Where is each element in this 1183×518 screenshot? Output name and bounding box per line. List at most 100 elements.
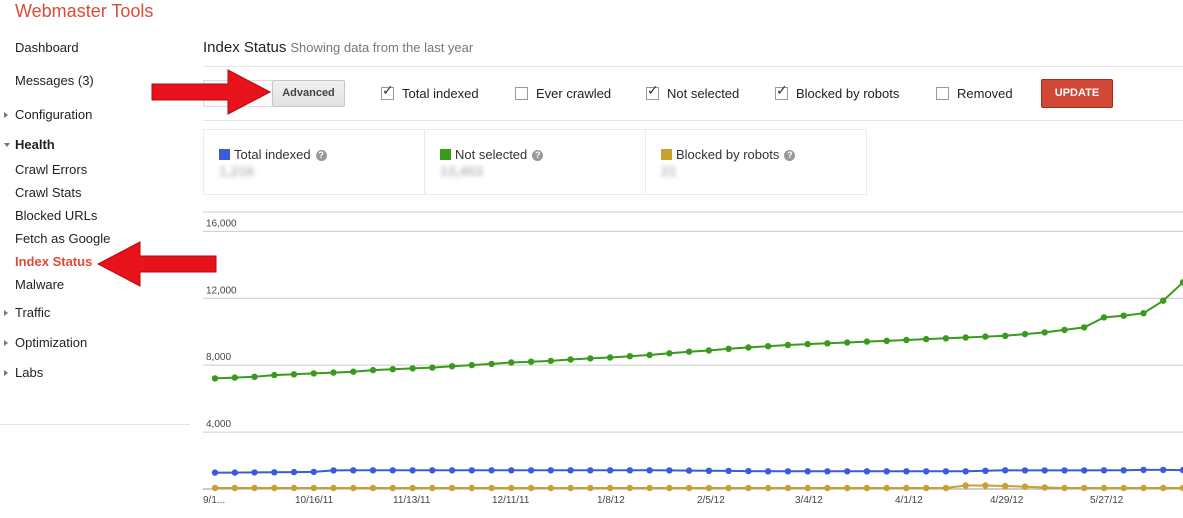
data-point[interactable] xyxy=(1061,484,1068,492)
collapse-health-icon[interactable] xyxy=(4,143,10,147)
data-point[interactable] xyxy=(448,467,456,474)
data-point[interactable] xyxy=(567,484,574,492)
data-point[interactable] xyxy=(1120,484,1127,492)
data-point[interactable] xyxy=(646,351,653,359)
data-point[interactable] xyxy=(389,467,396,474)
data-point[interactable] xyxy=(211,375,219,382)
data-point[interactable] xyxy=(784,484,792,492)
data-point[interactable] xyxy=(883,484,890,492)
data-point[interactable] xyxy=(1081,484,1088,492)
data-point[interactable] xyxy=(468,361,475,369)
data-point[interactable] xyxy=(1140,466,1147,474)
data-point[interactable] xyxy=(962,468,969,475)
sidebar-item-index-status[interactable]: Index Status xyxy=(15,254,93,269)
data-point[interactable] xyxy=(626,467,634,474)
data-point[interactable] xyxy=(389,484,396,492)
sidebar-item-optimization[interactable]: Optimization xyxy=(15,335,88,350)
data-point[interactable] xyxy=(1041,467,1048,474)
data-point[interactable] xyxy=(508,484,515,492)
sidebar-item-dashboard[interactable]: Dashboard xyxy=(15,40,79,55)
sidebar-item-fetch-as-google[interactable]: Fetch as Google xyxy=(15,231,111,246)
data-point[interactable] xyxy=(725,345,732,352)
data-point[interactable] xyxy=(587,484,594,492)
data-point[interactable] xyxy=(409,467,416,474)
data-point[interactable] xyxy=(666,484,673,492)
data-point[interactable] xyxy=(1041,329,1048,336)
data-point[interactable] xyxy=(448,484,456,492)
data-point[interactable] xyxy=(903,468,910,475)
data-point[interactable] xyxy=(1160,466,1167,474)
data-point[interactable] xyxy=(567,356,574,363)
data-point[interactable] xyxy=(705,347,713,354)
data-point[interactable] xyxy=(1021,483,1029,490)
data-point[interactable] xyxy=(923,468,930,475)
data-point[interactable] xyxy=(942,484,950,492)
checkbox-box[interactable] xyxy=(775,87,788,100)
data-point[interactable] xyxy=(527,467,535,474)
checkbox-box[interactable] xyxy=(646,87,659,100)
data-point[interactable] xyxy=(1002,482,1009,490)
data-point[interactable] xyxy=(1081,324,1088,331)
data-point[interactable] xyxy=(547,484,554,492)
help-icon[interactable]: ? xyxy=(784,150,796,161)
data-point[interactable] xyxy=(863,484,871,492)
data-point[interactable] xyxy=(429,364,436,371)
data-point[interactable] xyxy=(251,373,258,380)
checkbox-box[interactable] xyxy=(936,87,949,100)
data-point[interactable] xyxy=(1061,326,1068,334)
data-point[interactable] xyxy=(429,467,436,474)
data-point[interactable] xyxy=(290,468,298,476)
data-point[interactable] xyxy=(547,357,554,365)
data-point[interactable] xyxy=(923,335,930,343)
data-point[interactable] xyxy=(942,468,950,475)
data-point[interactable] xyxy=(389,366,396,373)
data-point[interactable] xyxy=(646,467,653,474)
data-point[interactable] xyxy=(666,350,673,357)
data-point[interactable] xyxy=(369,484,377,492)
data-point[interactable] xyxy=(863,338,871,345)
data-point[interactable] xyxy=(685,484,693,492)
data-point[interactable] xyxy=(271,371,278,379)
help-icon[interactable]: ? xyxy=(532,150,544,161)
data-point[interactable] xyxy=(725,467,732,475)
data-point[interactable] xyxy=(251,469,258,476)
help-icon[interactable]: ? xyxy=(315,150,327,161)
data-point[interactable] xyxy=(804,468,811,475)
data-point[interactable] xyxy=(784,468,792,475)
data-point[interactable] xyxy=(468,484,475,492)
data-point[interactable] xyxy=(271,484,278,492)
data-point[interactable] xyxy=(488,484,495,492)
data-point[interactable] xyxy=(1002,332,1009,339)
data-point[interactable] xyxy=(1100,484,1108,492)
data-point[interactable] xyxy=(685,467,693,474)
data-point[interactable] xyxy=(725,484,732,492)
data-point[interactable] xyxy=(1160,484,1167,492)
data-point[interactable] xyxy=(508,467,515,474)
data-point[interactable] xyxy=(705,467,713,474)
data-point[interactable] xyxy=(350,467,357,474)
data-point[interactable] xyxy=(231,469,238,476)
data-point[interactable] xyxy=(1100,314,1108,321)
sidebar-item-traffic[interactable]: Traffic xyxy=(15,305,51,320)
data-point[interactable] xyxy=(231,374,238,381)
data-point[interactable] xyxy=(1021,467,1029,474)
data-point[interactable] xyxy=(350,368,357,375)
data-point[interactable] xyxy=(211,469,219,476)
sidebar-item-labs[interactable]: Labs xyxy=(15,365,44,380)
data-point[interactable] xyxy=(745,467,752,475)
app-title[interactable]: Webmaster Tools xyxy=(15,1,154,21)
data-point[interactable] xyxy=(567,467,574,474)
data-point[interactable] xyxy=(1160,297,1167,304)
data-point[interactable] xyxy=(804,484,811,492)
data-point[interactable] xyxy=(942,335,950,342)
checkbox-box[interactable] xyxy=(381,87,394,100)
data-point[interactable] xyxy=(409,365,416,372)
data-point[interactable] xyxy=(982,467,989,474)
data-point[interactable] xyxy=(290,484,298,492)
data-point[interactable] xyxy=(804,340,811,348)
expand-configuration-icon[interactable] xyxy=(4,112,8,118)
data-point[interactable] xyxy=(863,468,871,475)
data-point[interactable] xyxy=(745,344,752,351)
expand-traffic-icon[interactable] xyxy=(4,310,8,316)
data-point[interactable] xyxy=(824,340,831,347)
